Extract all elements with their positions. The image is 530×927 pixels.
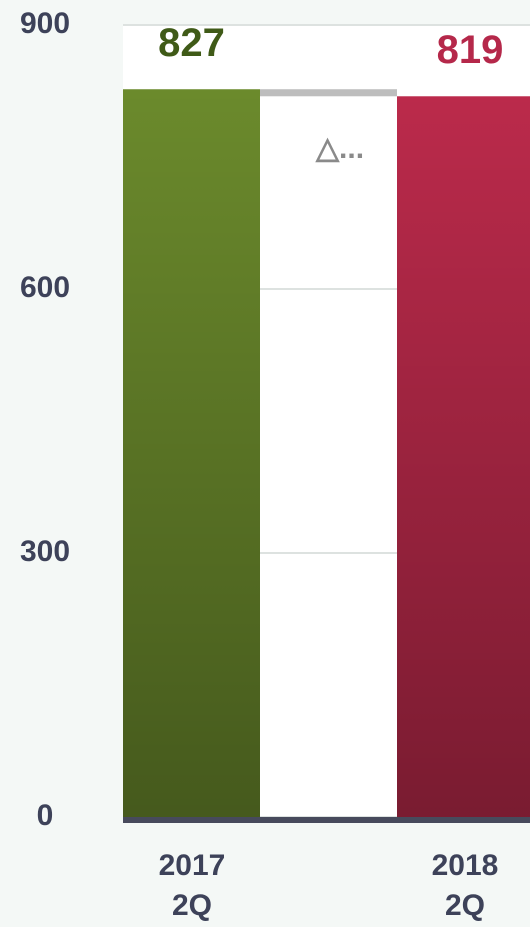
y-tick-label: 0 xyxy=(37,799,54,832)
value-label: 819 xyxy=(437,28,504,72)
baseline xyxy=(123,817,530,823)
y-tick-label: 900 xyxy=(20,7,70,40)
x-tick-label: 2018 2Q xyxy=(431,849,499,922)
bar-shade xyxy=(123,89,260,818)
difference-band xyxy=(260,89,397,97)
bar-shade xyxy=(397,96,530,817)
x-tick-label: 2017 2Q xyxy=(158,849,226,922)
y-tick-label: 300 xyxy=(20,535,70,568)
value-label: 827 xyxy=(158,21,225,65)
annotation: △... xyxy=(315,132,364,165)
y-tick-label: 600 xyxy=(20,271,70,304)
